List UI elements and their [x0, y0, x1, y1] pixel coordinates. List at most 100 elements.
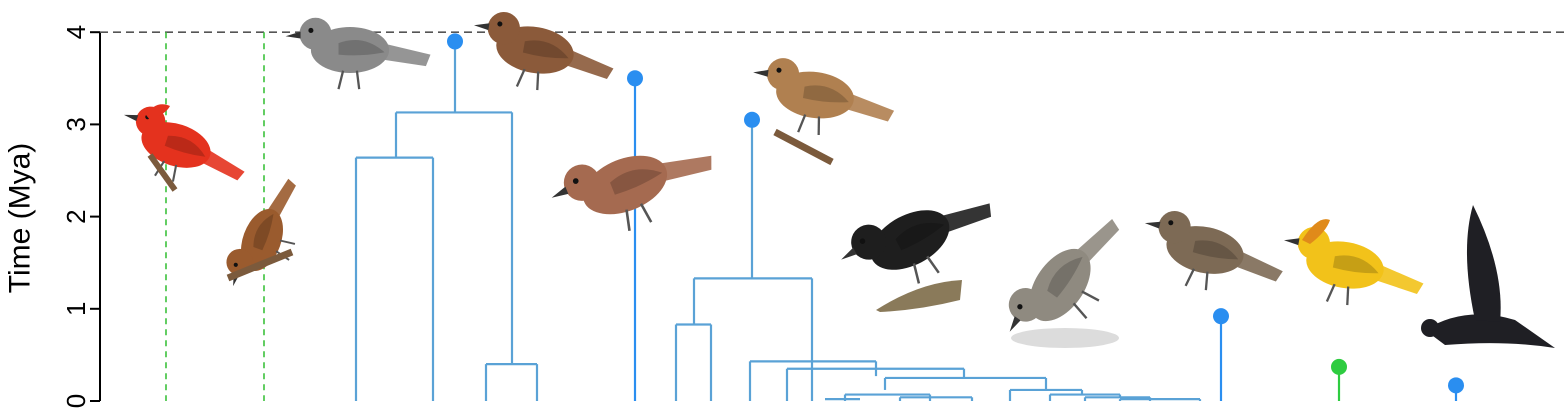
wing — [1047, 256, 1083, 298]
leg — [1204, 271, 1209, 291]
leg — [625, 209, 631, 232]
beak — [1144, 221, 1161, 229]
head — [299, 17, 332, 50]
leg — [639, 203, 653, 223]
tail — [379, 43, 431, 67]
ground-finch-icon — [841, 203, 992, 284]
tail — [265, 178, 296, 220]
wing — [253, 213, 274, 251]
dove-node — [627, 70, 643, 87]
leg — [1325, 283, 1336, 302]
wing — [1466, 205, 1501, 322]
warbler-finch-icon — [753, 58, 895, 136]
leg — [1072, 302, 1088, 320]
wing — [1332, 255, 1379, 274]
eye — [1168, 220, 1174, 226]
martin-icon — [1421, 205, 1555, 348]
perch-branch — [226, 248, 294, 282]
y-tick-label: 1 — [61, 302, 91, 316]
head — [851, 224, 887, 260]
wing — [164, 135, 206, 157]
leg — [912, 263, 921, 284]
head — [766, 58, 800, 91]
mockingbird-root-node — [447, 33, 463, 50]
leg — [279, 239, 296, 245]
eye — [233, 262, 238, 267]
reference-line-group — [100, 31, 1568, 401]
tail — [1073, 218, 1120, 265]
tail — [937, 203, 992, 234]
y-tick-label: 2 — [61, 209, 91, 223]
eye — [776, 67, 782, 73]
eye — [308, 27, 314, 33]
beak — [473, 23, 490, 31]
wing — [522, 40, 569, 59]
leg — [171, 164, 178, 182]
head — [1158, 210, 1191, 244]
eye — [497, 21, 503, 27]
wing — [802, 85, 849, 103]
body — [141, 122, 211, 168]
y-axis-title: Time (Mya) — [4, 143, 37, 294]
perch-branch — [773, 128, 834, 166]
eye — [859, 238, 866, 244]
wing — [610, 169, 663, 195]
leg — [355, 70, 361, 90]
leg — [1184, 268, 1195, 287]
tail — [1232, 249, 1283, 282]
finch-root-node — [744, 111, 760, 128]
head — [1421, 319, 1439, 337]
galapagos-dove-icon — [551, 155, 712, 232]
leg — [536, 71, 540, 91]
perch-rock — [1011, 328, 1119, 348]
head — [1008, 288, 1043, 322]
leg — [797, 114, 807, 133]
beak — [123, 114, 139, 122]
leg — [337, 70, 345, 90]
mockingbird-2-icon — [473, 12, 614, 91]
body — [582, 155, 668, 215]
beak — [551, 186, 569, 198]
eye — [572, 178, 579, 184]
leg — [926, 255, 940, 274]
leg — [1081, 290, 1100, 302]
tail — [1372, 263, 1424, 295]
leg — [817, 116, 821, 136]
yellow-warbler-node — [1331, 358, 1347, 375]
flycatcher-icon — [1144, 210, 1283, 291]
body — [1029, 248, 1091, 322]
tail — [843, 92, 895, 122]
beak — [841, 247, 857, 260]
y-tick-label: 4 — [61, 25, 91, 39]
wing — [338, 40, 385, 56]
head — [563, 164, 601, 201]
martin-node — [1448, 377, 1464, 394]
galapagos-cuckoo-icon — [226, 178, 296, 287]
y-tick-label: 3 — [61, 117, 91, 131]
eye — [1017, 304, 1023, 310]
beak — [1283, 238, 1300, 246]
body — [870, 210, 950, 270]
crest — [146, 104, 170, 120]
bird-illustrations — [123, 12, 1555, 348]
flycatcher-node — [1213, 308, 1229, 325]
mockingbird-1-icon — [285, 17, 431, 90]
head — [487, 12, 520, 45]
beak — [753, 69, 769, 77]
wing — [1192, 240, 1239, 260]
crest — [1302, 219, 1330, 244]
body — [1425, 314, 1555, 348]
perch-rock — [876, 280, 962, 312]
tree-finch-icon — [1008, 218, 1120, 332]
beak — [1009, 316, 1021, 332]
tail — [199, 148, 245, 181]
y-axis: 0 1 2 3 4 Time (Mya) — [4, 25, 101, 408]
dendrogram — [354, 33, 1464, 401]
yellow-warbler-icon — [1283, 227, 1424, 306]
y-tick-label: 0 — [61, 394, 91, 408]
leg — [515, 68, 526, 87]
tail — [655, 155, 712, 182]
vermilion-flycatcher-icon — [123, 106, 245, 182]
wing — [895, 222, 945, 251]
